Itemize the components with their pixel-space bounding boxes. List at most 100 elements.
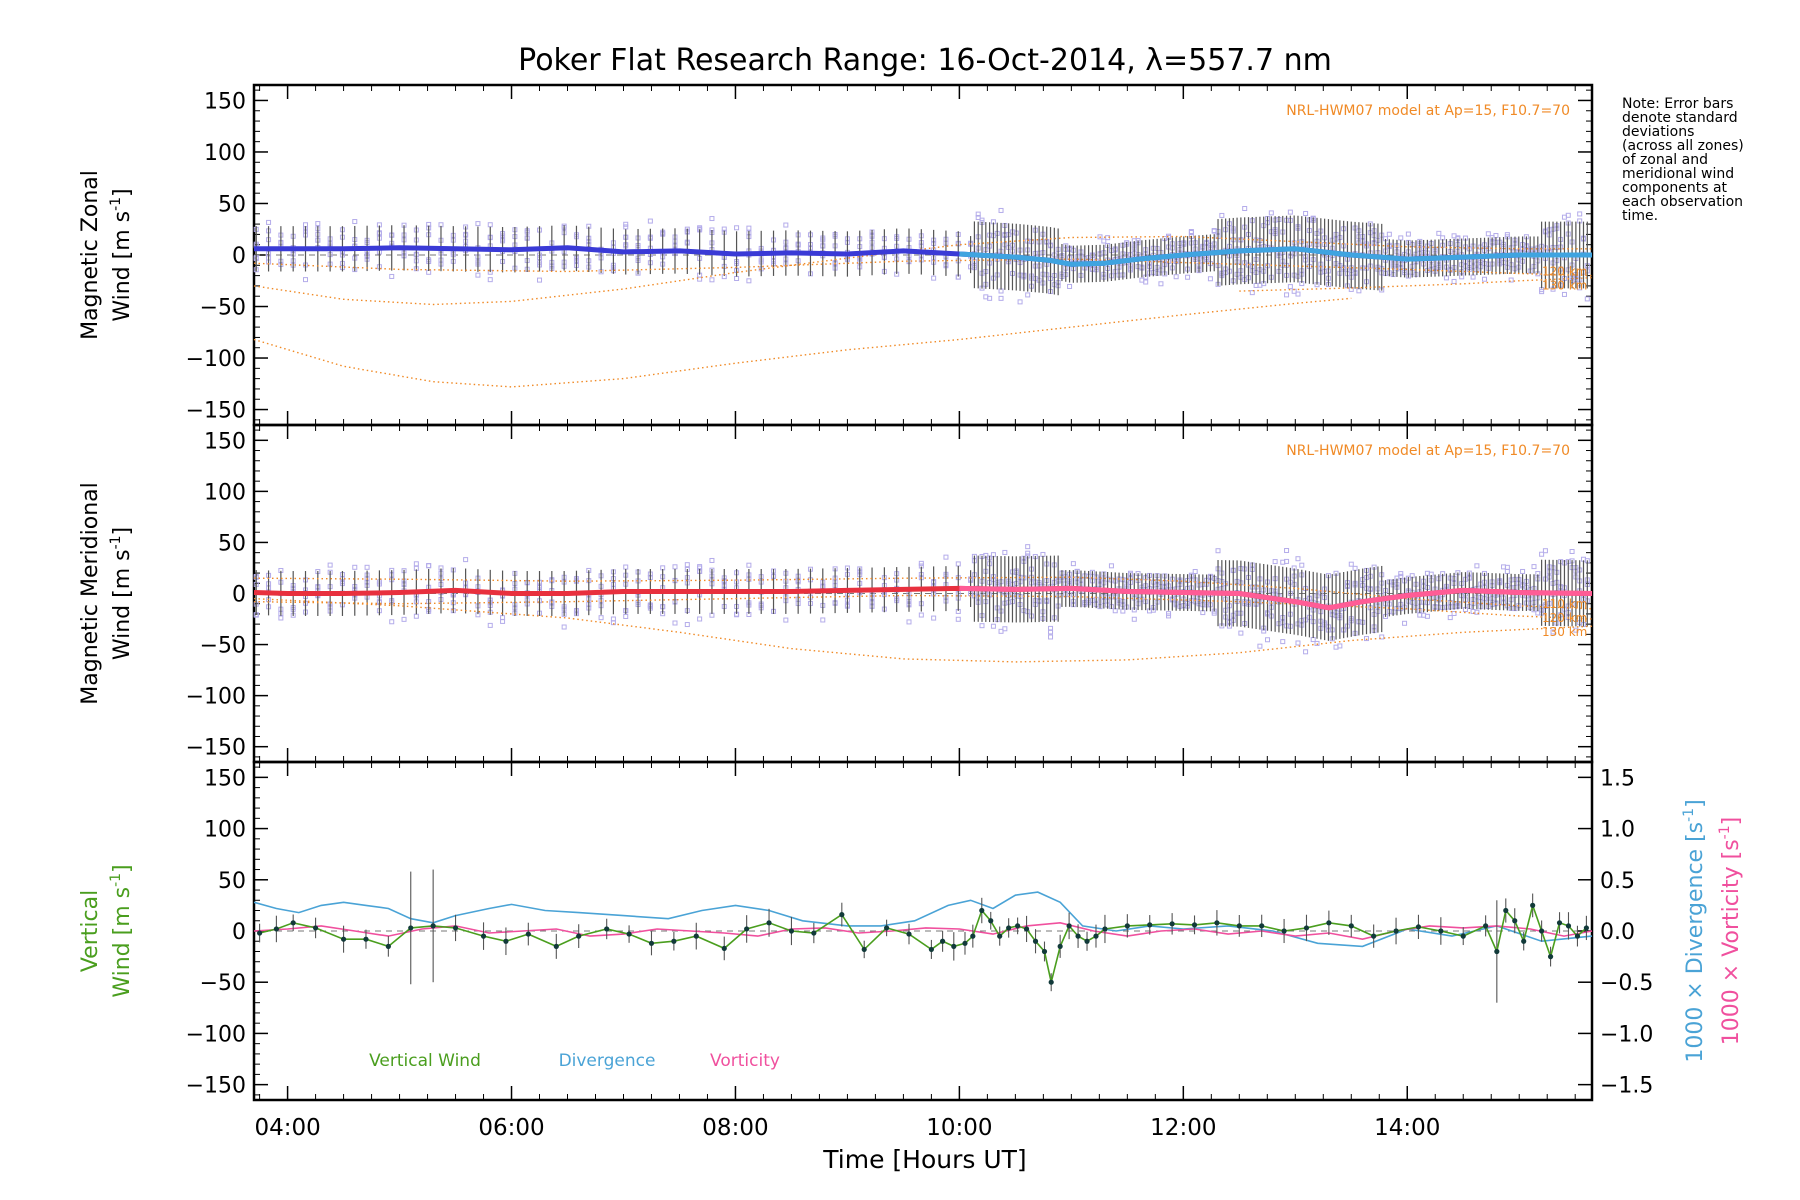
zone-sample <box>364 564 370 570</box>
zone-sample <box>475 221 481 227</box>
vertical-wind-point <box>290 920 296 926</box>
zone-sample <box>783 617 789 623</box>
model-altitude-label: 130 km <box>1542 279 1587 293</box>
zone-sample <box>1314 640 1320 646</box>
zone-sample <box>1520 568 1526 574</box>
zone-sample <box>413 561 419 567</box>
vertical-wind-point <box>721 945 727 952</box>
vertical-wind-point <box>1102 926 1108 932</box>
zone-sample <box>1067 283 1073 289</box>
model-altitude-label: 120 km <box>1542 611 1587 625</box>
model-curve <box>253 576 1593 610</box>
vertical-wind-point <box>906 931 912 937</box>
y-tick-label: 100 <box>204 141 246 166</box>
zone-sample <box>1440 235 1446 241</box>
vertical-wind-point <box>1438 928 1444 934</box>
zone-sample <box>1268 210 1274 216</box>
zone-sample <box>1249 290 1255 296</box>
zone-sample <box>1143 279 1149 285</box>
zone-sample <box>1386 231 1392 237</box>
zone-sample <box>1565 212 1571 218</box>
zone-sample <box>1405 231 1411 237</box>
model-label: NRL-HWM07 model at Ap=15, F10.7=70 <box>1286 103 1570 119</box>
zone-sample <box>623 224 629 230</box>
zone-sample <box>1447 615 1453 621</box>
note-line: of zonal and <box>1622 152 1708 168</box>
vertical-wind-point <box>1547 954 1554 960</box>
zone-sample <box>734 275 740 281</box>
vertical-wind-point <box>1147 922 1153 928</box>
zone-sample <box>647 218 653 224</box>
zone-sample <box>1070 561 1076 567</box>
y-tick-label: −100 <box>186 1022 246 1047</box>
model-curve <box>253 258 1593 277</box>
vertical-wind-point <box>766 920 772 926</box>
right-y-tick-label: 0.0 <box>1600 920 1635 945</box>
zone-sample <box>979 623 985 629</box>
zone-sample <box>1284 292 1290 298</box>
zone-sample <box>918 612 924 618</box>
zone-sample <box>623 564 629 570</box>
vertical-wind-point <box>1512 918 1518 924</box>
note-line: each observation <box>1622 194 1743 210</box>
chart-title: Poker Flat Research Range: 16-Oct-2014, … <box>518 43 1332 78</box>
panel-zonal: −150 −100 −50 0 50 100 150 NRL-HWM07 model at A… <box>78 83 1594 427</box>
zone-sample <box>1287 209 1293 215</box>
zone-sample <box>1398 235 1404 241</box>
zone-sample <box>975 211 981 217</box>
vertical-wind-point <box>604 926 610 932</box>
zone-sample <box>1398 571 1404 577</box>
zone-sample <box>1002 549 1008 555</box>
zone-sample <box>746 562 752 568</box>
right-axis-label-divergence: 1000 × Divergence [s-1] <box>1681 799 1708 1062</box>
vertical-wind-point <box>1041 948 1048 955</box>
vertical-wind-point <box>1494 948 1500 955</box>
vertical-wind-point <box>811 930 817 936</box>
zone-sample <box>1048 625 1054 631</box>
x-tick-label: 08:00 <box>702 1115 768 1141</box>
right-y-tick-label: 1.5 <box>1600 766 1635 791</box>
zone-sample <box>623 613 629 619</box>
vertical-wind-point <box>962 940 968 946</box>
zone-sample <box>746 225 752 231</box>
vertical-wind-point <box>788 928 795 934</box>
note-line: time. <box>1622 208 1658 224</box>
vertical-wind-point <box>861 946 867 953</box>
vertical-wind-point <box>1124 923 1130 929</box>
zone-sample <box>1577 211 1583 217</box>
zone-sample <box>1173 274 1179 280</box>
zone-sample <box>998 207 1004 213</box>
vertical-wind-point <box>1371 933 1377 939</box>
zone-sample <box>1284 548 1290 554</box>
x-axis-label: Time [Hours UT] <box>822 1145 1026 1174</box>
zone-sample <box>327 562 333 568</box>
zone-sample <box>1424 613 1430 619</box>
zone-sample <box>1295 556 1301 562</box>
zone-sample <box>998 295 1004 301</box>
zone-sample <box>1219 212 1225 218</box>
vertical-wind-point <box>693 933 699 939</box>
zone-sample <box>463 557 469 563</box>
vertical-wind-point <box>648 940 655 946</box>
vertical-wind-point <box>1348 923 1354 929</box>
zone-sample <box>709 557 715 563</box>
zone-sample <box>975 214 981 220</box>
zone-sample <box>998 628 1004 634</box>
zone-sample <box>697 616 703 622</box>
vertical-wind-point <box>1281 928 1287 934</box>
zone-sample <box>1242 206 1248 212</box>
zone-sample <box>1131 616 1137 622</box>
panel-vertical: −150 −100 −50 0 50 100 150 −1.5 −1.0 −0.5 0.0 0.5 1.… <box>78 760 1744 1141</box>
zone-sample <box>487 222 493 228</box>
model-altitude-label: 120 km <box>1542 265 1587 279</box>
x-tick-label: 06:00 <box>478 1115 544 1141</box>
zone-sample <box>955 561 961 567</box>
vertical-wind-point <box>951 943 957 949</box>
vertical-wind-point <box>480 933 487 939</box>
y-axis-label-line1: Vertical <box>78 890 103 972</box>
right-y-tick-label: 0.5 <box>1600 869 1635 894</box>
right-y-tick-label: 1.0 <box>1600 818 1635 843</box>
vertical-wind-point <box>363 936 369 942</box>
zone-sample <box>734 225 740 231</box>
